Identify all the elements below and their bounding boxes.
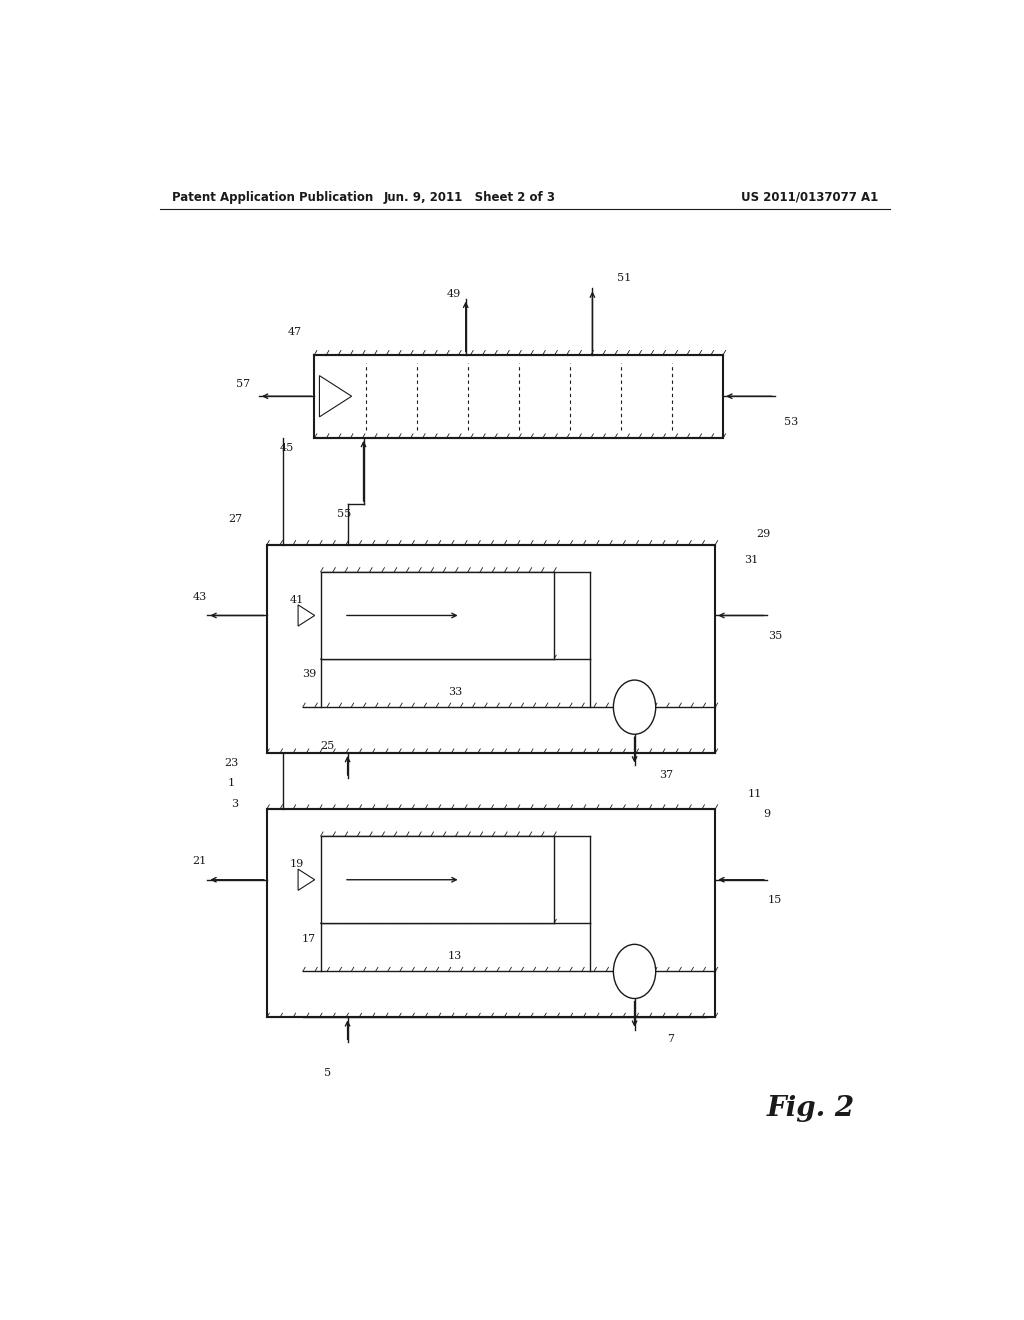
- Text: 3: 3: [231, 799, 239, 809]
- Text: 43: 43: [193, 593, 207, 602]
- Text: 17: 17: [302, 933, 315, 944]
- Text: 41: 41: [290, 595, 304, 606]
- Text: 53: 53: [783, 417, 798, 426]
- Text: 25: 25: [321, 741, 335, 751]
- Bar: [314, 355, 723, 438]
- Text: 35: 35: [768, 631, 782, 640]
- Polygon shape: [319, 376, 351, 417]
- Text: 15: 15: [768, 895, 782, 906]
- Bar: [267, 545, 715, 752]
- Text: 39: 39: [302, 669, 316, 680]
- Text: Fig. 2: Fig. 2: [766, 1096, 855, 1122]
- Text: 19: 19: [290, 859, 304, 870]
- Text: 1: 1: [227, 779, 234, 788]
- Text: Jun. 9, 2011   Sheet 2 of 3: Jun. 9, 2011 Sheet 2 of 3: [383, 190, 555, 203]
- Bar: [321, 572, 554, 659]
- Text: 49: 49: [446, 289, 461, 298]
- Text: 11: 11: [748, 788, 762, 799]
- Bar: [321, 836, 554, 924]
- Text: 47: 47: [288, 327, 302, 337]
- Text: 9: 9: [763, 809, 770, 818]
- Polygon shape: [298, 605, 314, 626]
- Text: 33: 33: [449, 686, 462, 697]
- Text: 5: 5: [325, 1068, 332, 1078]
- Text: 57: 57: [236, 379, 250, 389]
- Text: 45: 45: [280, 444, 294, 453]
- Text: 21: 21: [193, 857, 207, 866]
- Text: 13: 13: [449, 952, 462, 961]
- Circle shape: [613, 680, 655, 734]
- Circle shape: [613, 944, 655, 998]
- Polygon shape: [298, 869, 314, 891]
- Text: 27: 27: [228, 515, 243, 524]
- Text: US 2011/0137077 A1: US 2011/0137077 A1: [740, 190, 878, 203]
- Text: Patent Application Publication: Patent Application Publication: [172, 190, 373, 203]
- Text: 29: 29: [756, 529, 770, 540]
- Text: 7: 7: [667, 1034, 674, 1044]
- Text: 31: 31: [743, 554, 758, 565]
- Bar: [267, 809, 715, 1018]
- Text: 55: 55: [337, 510, 351, 519]
- Text: 37: 37: [659, 770, 674, 780]
- Text: 23: 23: [224, 758, 239, 768]
- Text: 51: 51: [617, 273, 631, 284]
